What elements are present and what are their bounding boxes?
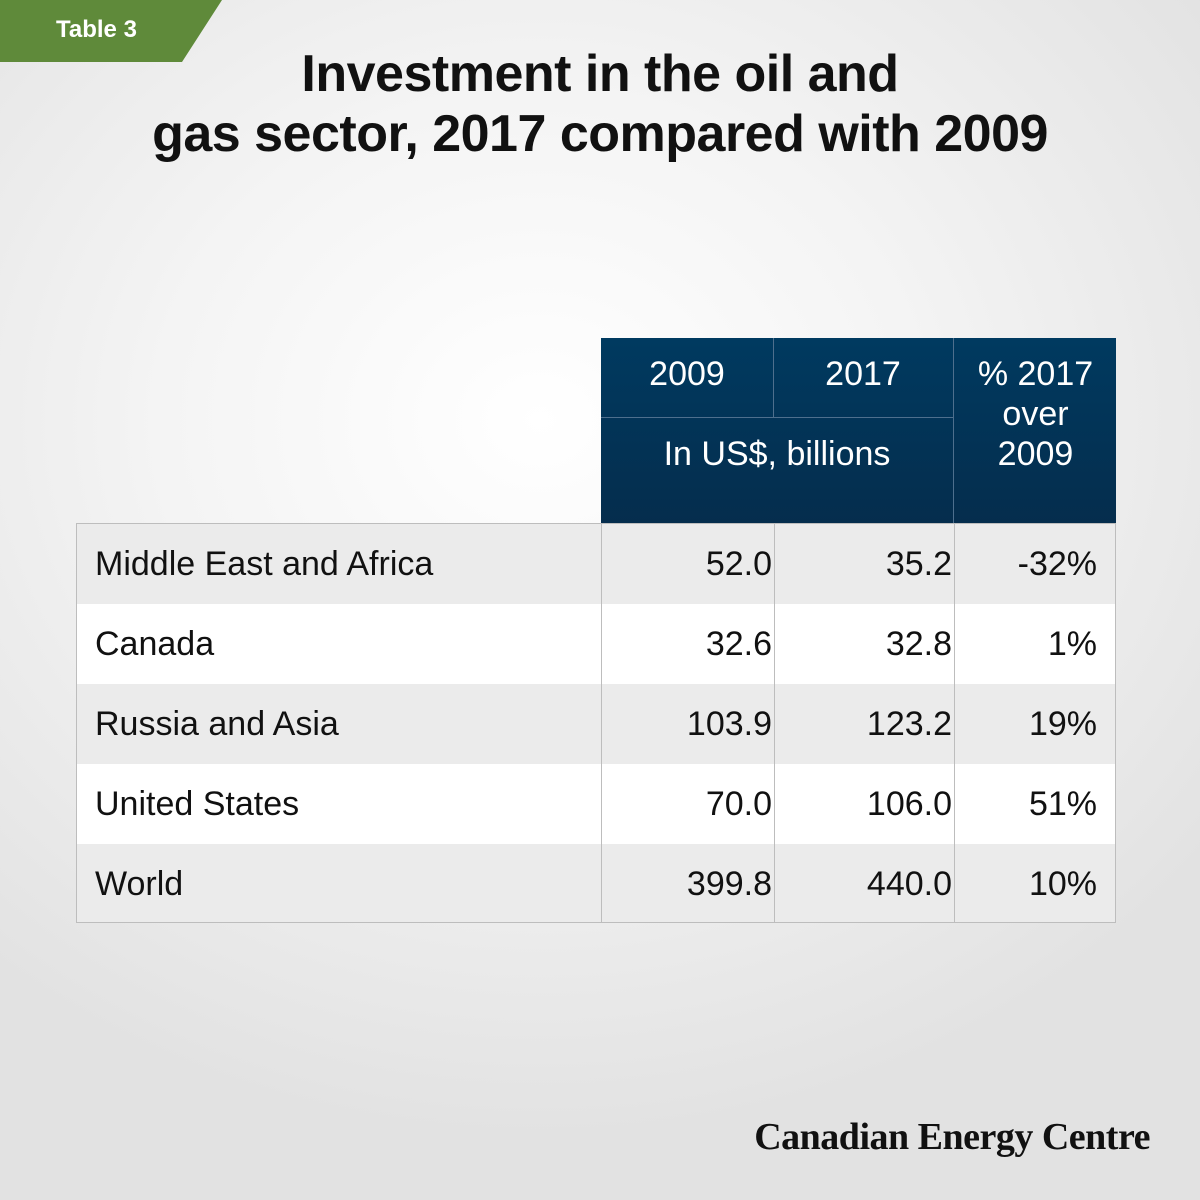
table-row: Russia and Asia 103.9 123.2 19% [77,684,1115,764]
header-divider [953,338,954,523]
table-row: Canada 32.6 32.8 1% [77,604,1115,684]
value-2017: 106.0 [866,785,952,823]
page-title: Investment in the oil and gas sector, 20… [0,44,1200,164]
region-label: Canada [95,625,215,663]
data-table: Middle East and Africa 52.0 35.2 -32% Canada… [76,523,1116,923]
table-row: World 399.8 440.0 10% [77,844,1115,922]
column-divider [954,524,955,922]
title-line-2: gas sector, 2017 compared with 2009 [152,105,1048,163]
value-2009: 70.0 [705,785,772,823]
brand-logo: Canadian Energy Centre [754,1116,1150,1158]
percent-change: -32% [1017,545,1097,583]
header-divider [773,338,774,417]
value-2009: 32.6 [705,625,772,663]
value-2009: 52.0 [705,545,772,583]
value-2009: 103.9 [686,705,772,743]
percent-change: 1% [1047,625,1097,663]
title-line-1: Investment in the oil and [301,45,899,103]
column-divider [774,524,775,922]
table-header: 2009 2017 In US$, billions % 2017 over 2… [601,338,1116,523]
value-2017: 440.0 [866,865,952,903]
region-label: United States [95,785,300,823]
value-2017: 35.2 [885,545,952,583]
table-row: Middle East and Africa 52.0 35.2 -32% [77,524,1115,604]
column-header-2009: 2009 [649,355,725,393]
percent-change: 10% [1028,865,1097,903]
region-label: World [95,865,184,903]
unit-label: In US$, billions [663,435,891,473]
value-2017: 123.2 [866,705,952,743]
column-header-2017: 2017 [825,355,901,393]
column-divider [601,524,602,922]
table-row: United States 70.0 106.0 51% [77,764,1115,844]
region-label: Middle East and Africa [95,545,434,583]
percent-change: 51% [1028,785,1097,823]
header-divider [601,417,953,418]
percent-change: 19% [1028,705,1097,743]
region-label: Russia and Asia [95,705,339,743]
table-tag: Table 3 [0,0,222,62]
value-2009: 399.8 [686,865,772,903]
table-tag-label: Table 3 [56,16,137,43]
value-2017: 32.8 [885,625,952,663]
column-header-percent-change: % 2017 over 2009 [977,355,1094,473]
